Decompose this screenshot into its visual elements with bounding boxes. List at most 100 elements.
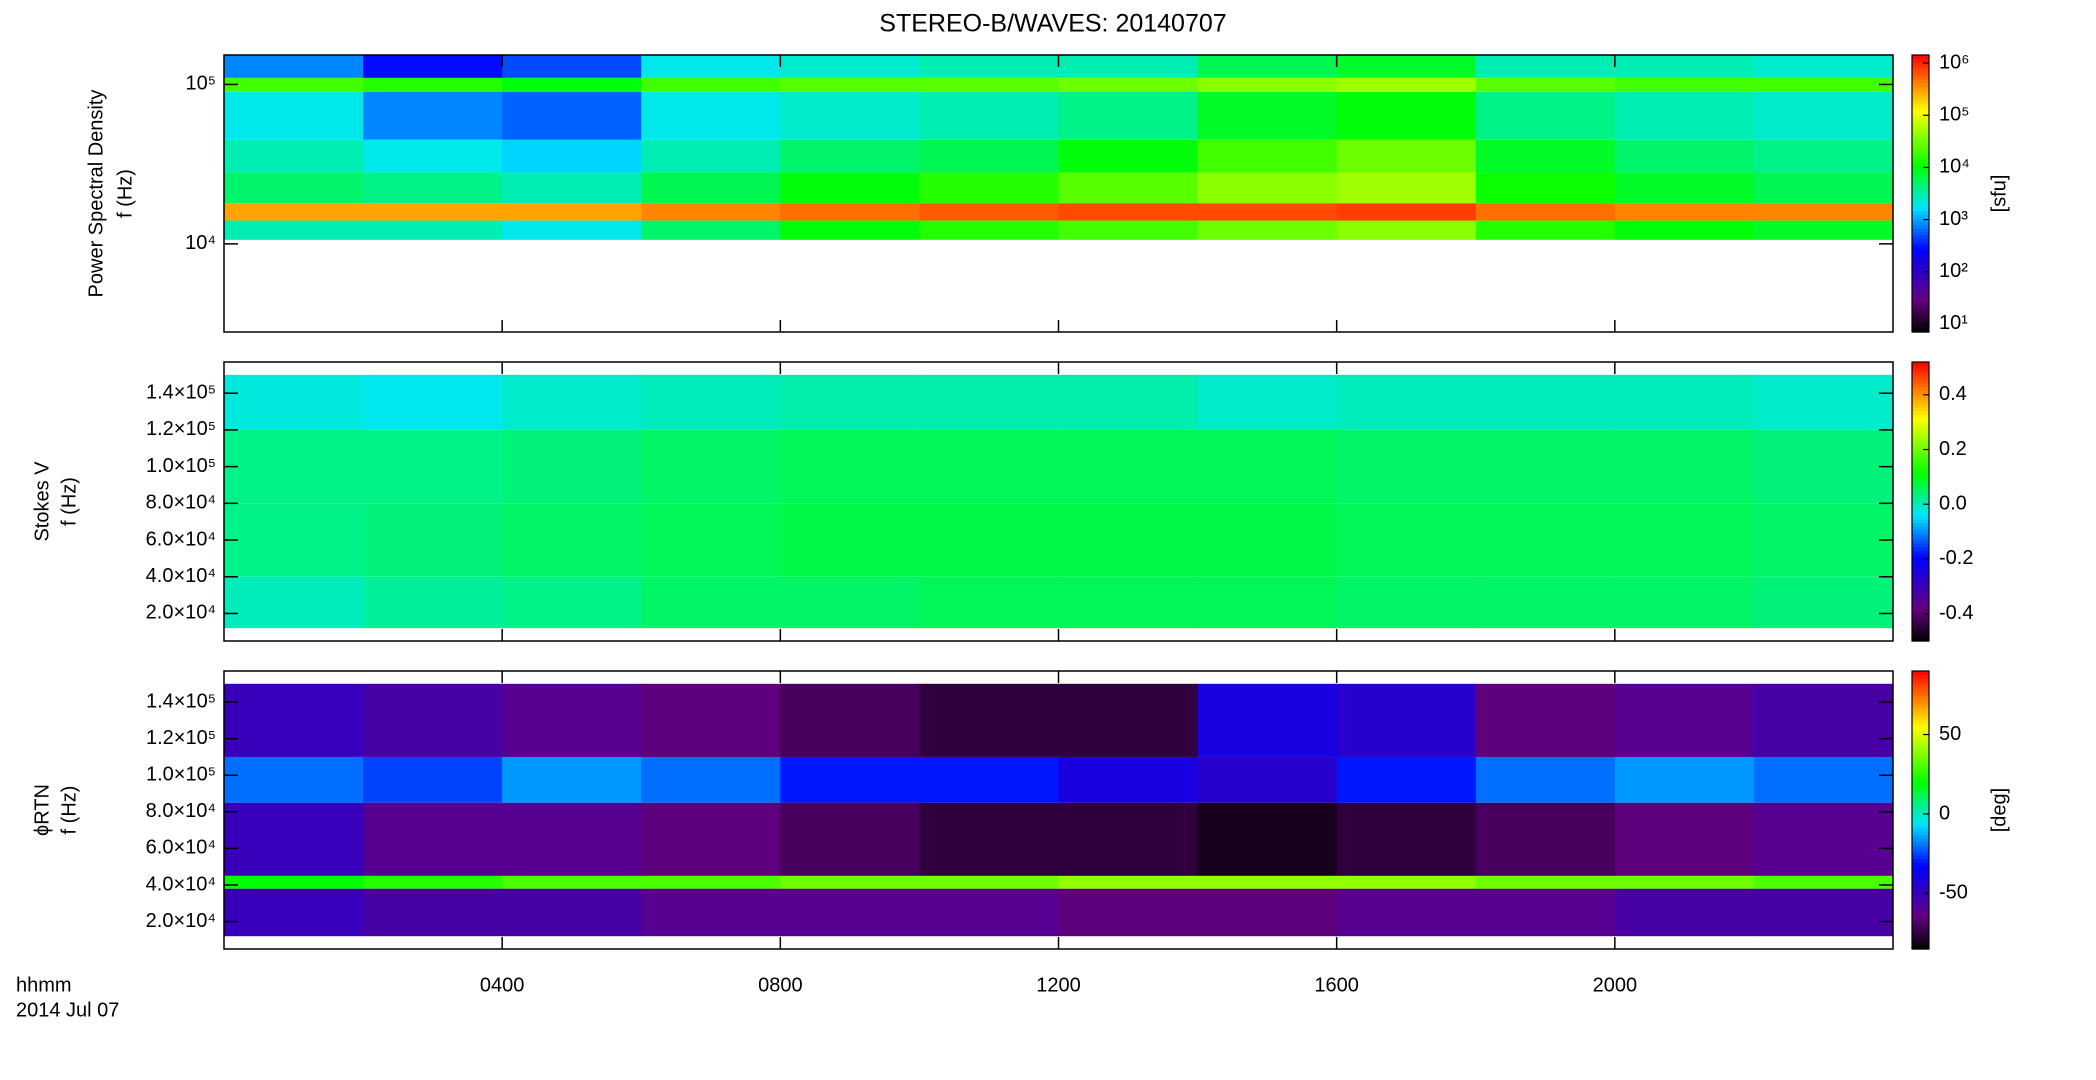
heatmap-cell [1336,683,1477,757]
colorbar-slice [1912,190,1929,195]
x-tick-label: 1600 [1314,974,1359,996]
heatmap-cell [224,139,364,173]
colorbar-slice [1912,764,1929,769]
heatmap-cell [1475,576,1616,629]
heatmap-cell [919,802,1059,876]
colorbar-tick-label: 10² [1939,260,1968,282]
heatmap-cell [1614,172,1755,204]
colorbar-slice [1912,79,1929,84]
heatmap-cell [780,172,920,204]
colorbar-slice [1912,571,1929,576]
colorbar-slice [1912,730,1929,735]
colorbar-slice [1912,255,1929,260]
colorbar-slice [1912,477,1929,482]
heatmap-cell [1475,139,1616,173]
colorbar-slice [1912,834,1929,839]
colorbar-slice [1912,914,1929,919]
heatmap-cell [363,888,503,937]
colorbar-tick-label: 10¹ [1939,312,1968,334]
colorbar-slice [1912,214,1929,219]
colorbar-slice [1912,588,1929,593]
y-tick-label: 1.4×10⁵ [146,690,216,712]
colorbar-slice [1912,290,1929,295]
colorbar-slice [1912,609,1929,614]
heatmap-cell [1614,429,1755,504]
colorbar-slice [1912,252,1929,257]
heatmap-cell [1614,374,1755,430]
y-tick-label: 6.0×10⁴ [146,528,216,550]
colorbar-slice [1912,68,1929,73]
heatmap-cell [1336,203,1477,221]
colorbar-slice [1912,917,1929,922]
colorbar-slice [1912,328,1929,333]
heatmap-cell [1753,374,1894,430]
heatmap-cell [1336,172,1477,204]
heatmap-cell [1475,91,1616,140]
colorbar-slice [1912,942,1929,947]
colorbar-slice [1912,200,1929,205]
colorbar-slice [1912,470,1929,475]
heatmap-cell [502,802,642,876]
colorbar-slice [1912,574,1929,579]
heatmap-cell [363,139,503,173]
colorbar-slice [1912,169,1929,174]
heatmap-cell [1336,576,1477,629]
colorbar-slice [1912,176,1929,181]
date-label: 2014 Jul 07 [16,999,119,1021]
colorbar-slice [1912,719,1929,724]
colorbar-slice [1912,65,1929,70]
colorbar-slice [1912,196,1929,202]
colorbar-slice [1912,695,1929,700]
y-axis-label: f (Hz) [58,477,80,526]
heatmap-cell [1753,875,1894,889]
colorbar-slice [1912,733,1929,738]
colorbar-slice [1912,557,1929,562]
heatmap-cell [363,875,503,889]
colorbar-slice [1912,637,1929,642]
colorbar-slice [1912,396,1929,401]
colorbar-slice [1912,501,1929,506]
heatmap-cell [1614,55,1755,78]
colorbar-slice [1912,747,1929,752]
heatmap-cell [1475,203,1616,221]
heatmap-cell [1058,91,1199,140]
colorbar-slice [1912,72,1929,77]
colorbar-slice [1912,737,1929,742]
colorbar-slice [1912,855,1929,860]
heatmap-cell [1336,503,1477,577]
colorbar-slice [1912,75,1929,80]
colorbar-slice [1912,93,1929,98]
colorbar-slice [1912,389,1929,394]
colorbar-label: [deg] [1988,788,2010,832]
heatmap-cell [641,220,781,240]
heatmap-cell [919,172,1059,204]
colorbar-slice [1912,138,1929,143]
colorbar-slice [1912,674,1929,679]
heatmap-cell [224,802,364,876]
heatmap-cell [780,875,920,889]
heatmap-cell [1614,576,1755,629]
colorbar-slice [1912,311,1929,316]
colorbar-slice [1912,508,1929,513]
y-tick-label: 1.0×10⁵ [146,455,216,477]
colorbar-slice [1912,382,1929,388]
colorbar-slice [1912,806,1929,811]
heatmap-cell [1753,77,1894,92]
colorbar-slice [1912,921,1929,926]
y-axis-label: ϕRTN [31,784,53,836]
colorbar-slice [1912,712,1929,717]
heatmap-cell [363,220,503,240]
colorbar-slice [1912,117,1929,122]
heatmap-cell [1475,683,1616,757]
colorbar-slice [1912,910,1929,915]
colorbar-slice [1912,613,1929,618]
heatmap-cell [502,429,642,504]
heatmap-cell [1197,203,1338,221]
heatmap-cell [641,77,781,92]
heatmap-cell [1058,875,1199,889]
heatmap-cell [1336,374,1477,430]
heatmap-cell [641,802,781,876]
heatmap-cell [641,576,781,629]
heatmap-cell [780,374,920,430]
colorbar-slice [1912,928,1929,933]
